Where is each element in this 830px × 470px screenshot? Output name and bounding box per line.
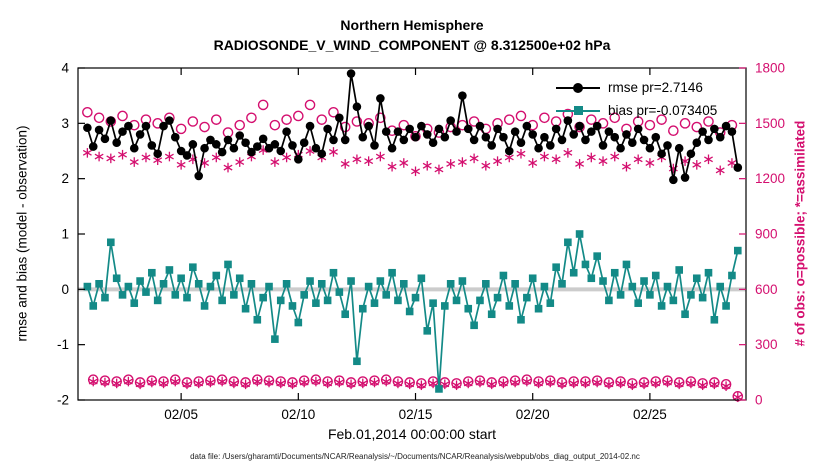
svg-text:2: 2 — [61, 171, 69, 186]
svg-text:4: 4 — [61, 61, 69, 76]
svg-text:1200: 1200 — [755, 171, 785, 186]
bias-square-marker-icon — [573, 106, 583, 115]
chart-subtitle: RADIOSONDE_V_WIND_COMPONENT @ 8.312500e+… — [213, 37, 611, 53]
svg-text:02/25: 02/25 — [633, 407, 667, 422]
legend-item-bias: bias pr=-0.073405 — [556, 99, 717, 122]
possible-obs-series — [82, 99, 744, 402]
y-axis-label-left: rmse and bias (model - observation) — [14, 125, 30, 342]
svg-text:1: 1 — [61, 227, 69, 242]
svg-text:02/20: 02/20 — [516, 407, 550, 422]
svg-text:1800: 1800 — [755, 61, 785, 76]
legend: rmse pr=2.7146 bias pr=-0.073405 — [556, 76, 717, 122]
svg-text:02/15: 02/15 — [399, 407, 433, 422]
svg-text:0: 0 — [61, 282, 69, 297]
rmse-circle-marker-icon — [573, 82, 583, 93]
legend-label-rmse: rmse pr=2.7146 — [608, 80, 703, 95]
svg-text:3: 3 — [61, 116, 69, 131]
rmse-series — [83, 69, 743, 185]
svg-text:600: 600 — [755, 282, 778, 297]
svg-text:0: 0 — [755, 393, 763, 408]
x-axis-label: Feb.01,2014 00:00:00 start — [327, 426, 497, 442]
svg-text:-2: -2 — [57, 393, 69, 408]
svg-text:300: 300 — [755, 337, 778, 352]
bias-legend-sample — [556, 105, 600, 117]
svg-text:1500: 1500 — [755, 116, 785, 131]
rmse-legend-sample — [556, 82, 600, 94]
assimilated-obs-series — [82, 145, 743, 403]
legend-item-rmse: rmse pr=2.7146 — [556, 76, 717, 99]
svg-text:900: 900 — [755, 227, 778, 242]
svg-text:02/05: 02/05 — [164, 407, 198, 422]
legend-label-bias: bias pr=-0.073405 — [608, 103, 718, 118]
title-block: Northern Hemisphere RADIOSONDE_V_WIND_CO… — [78, 16, 746, 54]
svg-text:02/10: 02/10 — [281, 407, 315, 422]
svg-text:-1: -1 — [57, 337, 69, 352]
y-axis-label-right: # of obs: o=possible; *=assimilated — [792, 120, 808, 347]
data-file-caption: data file: /Users/gharamti/Documents/NCA… — [190, 452, 640, 461]
chart-title: Northern Hemisphere — [340, 17, 484, 33]
bias-series — [83, 230, 742, 393]
